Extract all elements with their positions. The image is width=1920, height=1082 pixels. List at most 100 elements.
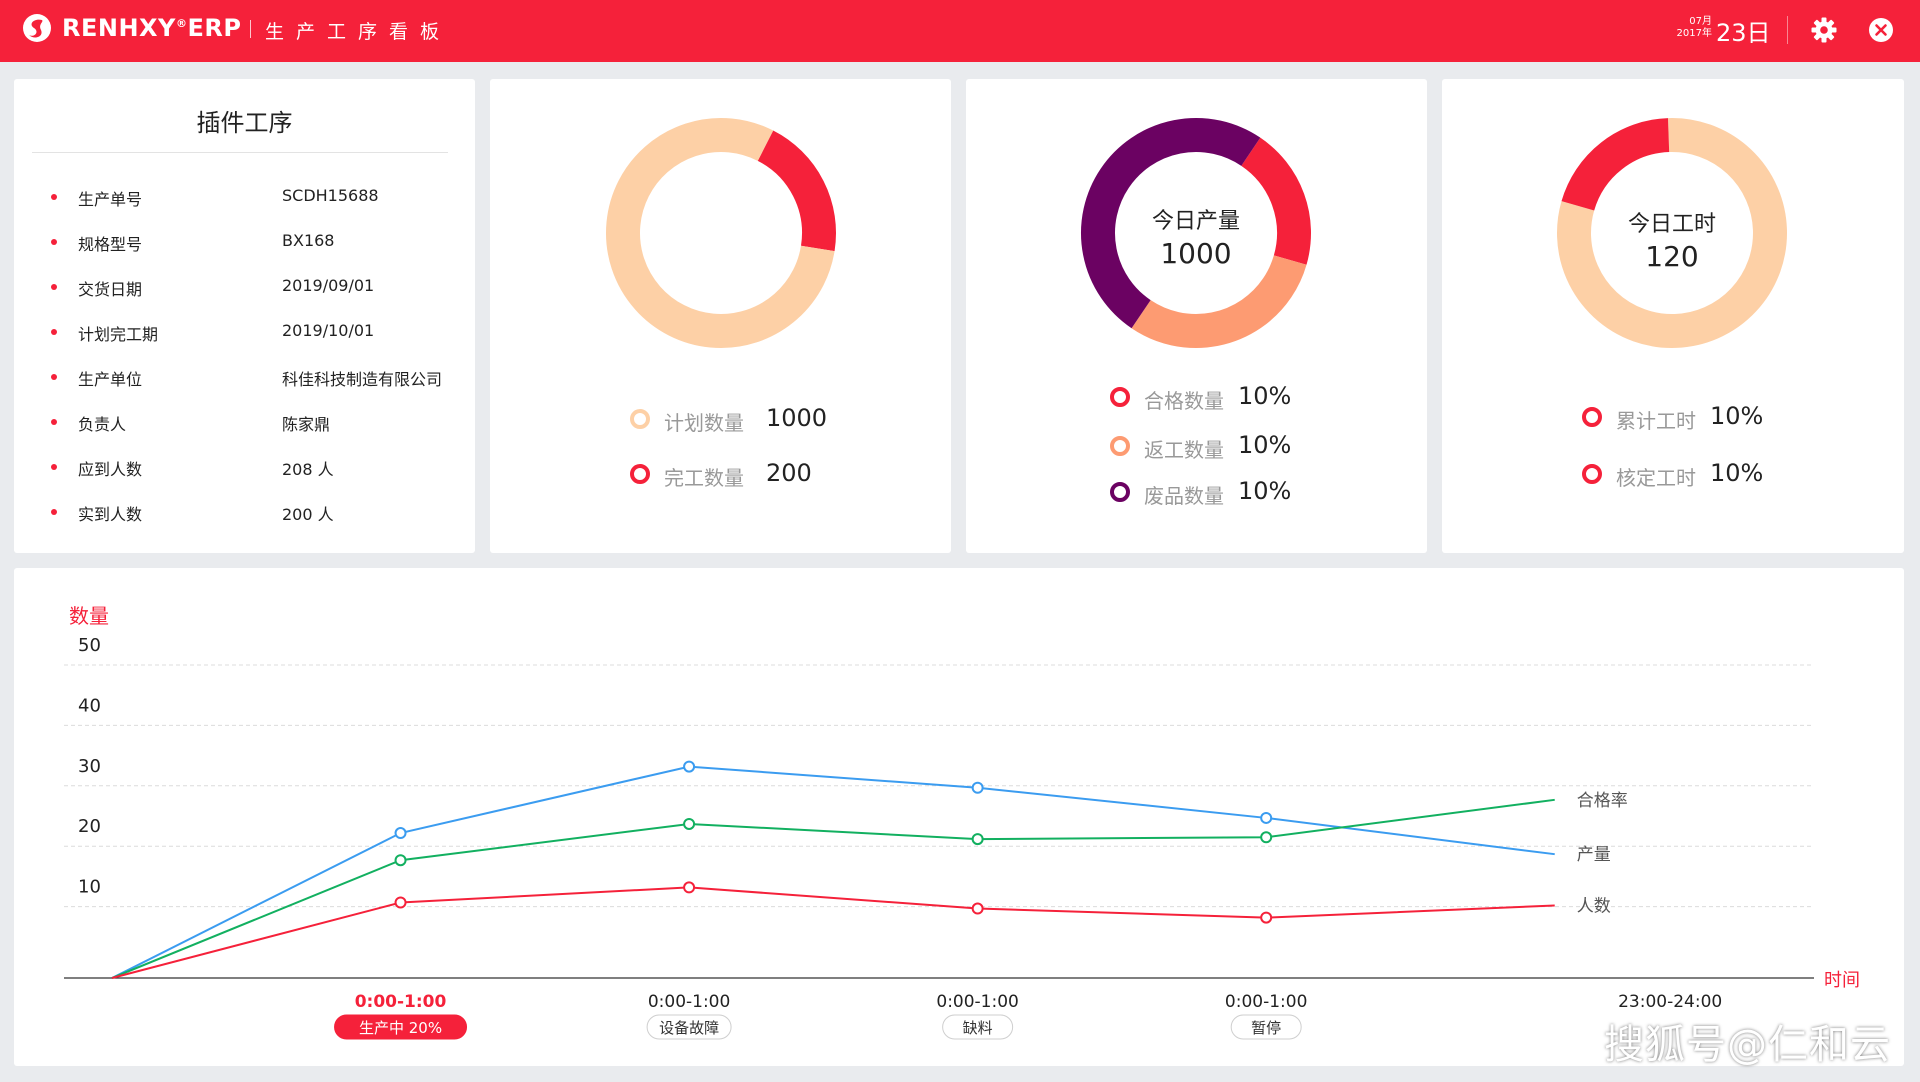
today-output-card: 今日产量 1000 合格数量 10% 返工数量 10% 废品数量 10% xyxy=(966,79,1427,553)
output-donut-chart xyxy=(1081,117,1311,348)
info-value: 208 人 xyxy=(282,460,334,479)
hours-center-value: 120 xyxy=(1645,240,1699,273)
legend-ring-icon xyxy=(630,409,650,429)
info-label: 规格型号 xyxy=(78,235,143,254)
status-tag[interactable] xyxy=(1230,1014,1302,1040)
legend-value: 10% xyxy=(1238,477,1292,505)
legend-label: 废品数量 xyxy=(1144,484,1224,508)
legend-ring-icon xyxy=(1582,407,1602,427)
legend-rework: 返工数量 10% xyxy=(1110,431,1350,462)
header-divider xyxy=(1787,16,1788,44)
bullet-icon xyxy=(51,374,57,380)
x-tick-label: 23:00-24:00 xyxy=(1618,992,1722,1012)
info-value: 200 人 xyxy=(282,505,334,524)
legend-scrap: 废品数量 10% xyxy=(1110,477,1350,508)
data-point[interactable] xyxy=(394,854,407,867)
info-label: 生产单号 xyxy=(78,190,143,209)
brand-divider xyxy=(250,20,251,38)
y-tick-label: 50 xyxy=(78,635,101,656)
info-label: 实到人数 xyxy=(78,505,143,524)
info-row: 交货日期 2019/09/01 xyxy=(14,276,475,299)
data-point[interactable] xyxy=(683,881,696,894)
hours-donut-chart xyxy=(1557,117,1787,348)
series-line xyxy=(111,886,1555,979)
process-title: 插件工序 xyxy=(196,109,293,137)
top-bar: RENHXY®ERP 生产工序看板 07月 2017年 23日 xyxy=(0,0,1920,62)
bullet-icon xyxy=(51,194,57,200)
status-tag-label: 生产中 20% xyxy=(359,1019,442,1037)
plan-donut-segment-0 xyxy=(606,118,836,348)
output-center: 今日产量 1000 xyxy=(1080,203,1312,270)
legend-plan-quantity: 计划数量 1000 xyxy=(630,404,870,435)
data-point[interactable] xyxy=(394,896,407,909)
info-label: 负责人 xyxy=(78,415,127,434)
y-tick-label: 40 xyxy=(78,695,101,716)
legend-value: 10% xyxy=(1710,402,1764,430)
data-point[interactable] xyxy=(1260,831,1273,844)
info-value: 2019/10/01 xyxy=(282,321,375,340)
close-icon[interactable] xyxy=(1868,17,1894,43)
gear-icon[interactable] xyxy=(1810,16,1838,44)
status-tag[interactable] xyxy=(942,1014,1014,1040)
legend-label: 累计工时 xyxy=(1616,409,1696,433)
info-label: 交货日期 xyxy=(78,280,143,299)
output-center-title: 今日产量 xyxy=(1151,209,1240,234)
data-point[interactable] xyxy=(1260,911,1273,924)
data-point[interactable] xyxy=(394,827,407,840)
x-tick-label: 0:00-1:00 xyxy=(648,992,731,1012)
legend-value: 10% xyxy=(1238,382,1292,410)
bullet-icon xyxy=(51,464,57,470)
output-donut-segment-1 xyxy=(1081,117,1311,348)
trend-line-chart: 数量 10 20 30 40 50 时间 0:00-1:00 生产中 20% 0:00-1:00 设… xyxy=(64,604,1860,1040)
legend-value: 200 xyxy=(766,459,812,487)
data-point[interactable] xyxy=(971,833,984,846)
data-point[interactable] xyxy=(971,781,984,794)
legend-value: 10% xyxy=(1238,431,1292,459)
legend-ring-icon xyxy=(630,464,650,484)
today-hours-card: 今日工时 120 累计工时 10% 核定工时 10% xyxy=(1442,79,1904,553)
x-tick-label: 0:00-1:00 xyxy=(936,992,1019,1012)
legend-accumulated-hours: 累计工时 10% xyxy=(1582,402,1842,433)
hours-center: 今日工时 120 xyxy=(1556,206,1788,273)
legend-ring-icon xyxy=(1110,387,1130,407)
series-label: 人数 xyxy=(1577,897,1611,917)
info-value: 2019/09/01 xyxy=(282,276,375,295)
status-tag-label: 缺料 xyxy=(963,1019,993,1037)
status-tag[interactable] xyxy=(646,1014,732,1040)
y-tick-label: 30 xyxy=(78,756,101,777)
info-value: BX168 xyxy=(282,231,335,250)
legend-ring-icon xyxy=(1110,482,1130,502)
plan-donut-chart xyxy=(606,118,836,348)
info-label: 生产单位 xyxy=(78,370,143,389)
series-label: 合格率 xyxy=(1577,791,1628,811)
bullet-icon xyxy=(51,419,57,425)
bullet-icon xyxy=(51,239,57,245)
info-label: 应到人数 xyxy=(78,460,143,479)
info-row: 生产单位 科佳科技制造有限公司 xyxy=(14,366,475,389)
legend-label: 完工数量 xyxy=(664,466,744,490)
legend-ring-icon xyxy=(1582,464,1602,484)
legend-value: 10% xyxy=(1710,459,1764,487)
legend-value: 1000 xyxy=(766,404,828,432)
data-point[interactable] xyxy=(683,760,696,773)
y-tick-label: 10 xyxy=(78,877,101,898)
bullet-icon xyxy=(51,509,57,515)
info-row: 实到人数 200 人 xyxy=(14,501,475,524)
info-value: SCDH15688 xyxy=(282,186,379,205)
x-tick-label: 0:00-1:00 xyxy=(1225,992,1308,1012)
output-donut-segment-2 xyxy=(1081,117,1311,348)
data-point[interactable] xyxy=(971,902,984,915)
info-row: 计划完工期 2019/10/01 xyxy=(14,321,475,344)
series-line xyxy=(111,798,1555,979)
status-tag-label: 暂停 xyxy=(1251,1019,1281,1037)
data-point[interactable] xyxy=(1260,811,1273,824)
info-row: 应到人数 208 人 xyxy=(14,456,475,479)
legend-done-quantity: 完工数量 200 xyxy=(630,459,870,490)
process-info-card: 插件工序 生产单号 SCDH15688 规格型号 BX168 交货日期 2019… xyxy=(14,79,475,553)
page-title: 生产工序看板 xyxy=(265,21,452,43)
info-row: 负责人 陈家鼎 xyxy=(14,411,475,434)
legend-label: 计划数量 xyxy=(664,411,744,435)
status-tag-label: 设备故障 xyxy=(659,1019,719,1037)
status-tag[interactable] xyxy=(334,1014,468,1040)
data-point[interactable] xyxy=(683,817,696,830)
